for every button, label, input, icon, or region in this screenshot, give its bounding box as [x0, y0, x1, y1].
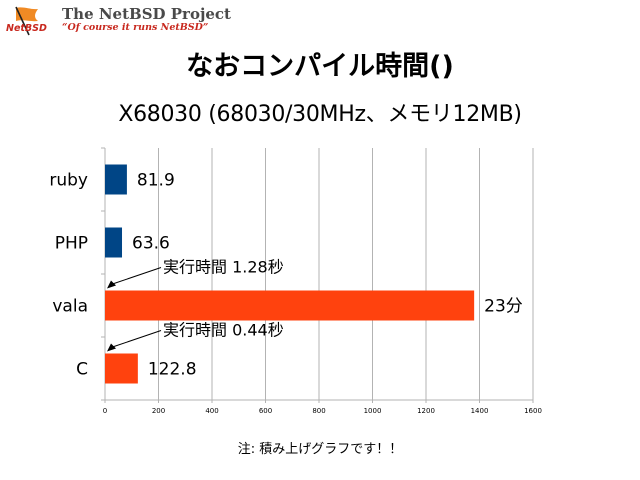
netbsd-logo: NetBSD	[6, 6, 47, 36]
annotation-arrow-line	[110, 330, 162, 348]
bar-vala	[105, 290, 475, 321]
data-label: 81.9	[137, 171, 175, 191]
x-tick-label: 1600	[524, 407, 542, 415]
bar-C	[105, 353, 138, 384]
logo-text: NetBSD	[6, 23, 47, 34]
slide-subtitle: X68030 (68030/30MHz、メモリ12MB)	[118, 102, 522, 127]
bar-ruby	[105, 164, 127, 195]
x-tick-label: 200	[152, 407, 165, 415]
annotation-arrow-line	[110, 267, 162, 285]
category-label: PHP	[55, 234, 88, 254]
bar-PHP	[105, 227, 123, 258]
project-tagline: “Of course it runs NetBSD”	[62, 22, 209, 33]
x-tick-label: 1400	[471, 407, 489, 415]
annotation-label: 実行時間 1.28秒	[163, 258, 284, 277]
flag-pole	[15, 6, 30, 36]
x-tick-label: 400	[205, 407, 218, 415]
x-tick-label: 0	[103, 407, 107, 415]
footnote: 注: 積み上げグラフです！！	[237, 442, 403, 457]
slide-title: なおコンパイル時間()	[186, 51, 454, 82]
x-tick-label: 600	[259, 407, 272, 415]
data-label: 122.8	[148, 360, 197, 380]
x-tick-label: 800	[312, 407, 325, 415]
category-label: C	[76, 360, 88, 380]
category-label: ruby	[49, 171, 88, 191]
annotation-arrow-head	[107, 280, 116, 289]
x-tick-label: 1200	[417, 407, 435, 415]
project-name: The NetBSD Project	[62, 5, 231, 23]
data-label: 23分	[484, 297, 523, 317]
annotation-label: 実行時間 0.44秒	[163, 321, 284, 340]
data-label: 63.6	[132, 234, 170, 254]
annotation-arrow-head	[107, 343, 116, 352]
x-tick-label: 1000	[364, 407, 382, 415]
category-label: vala	[52, 297, 88, 317]
